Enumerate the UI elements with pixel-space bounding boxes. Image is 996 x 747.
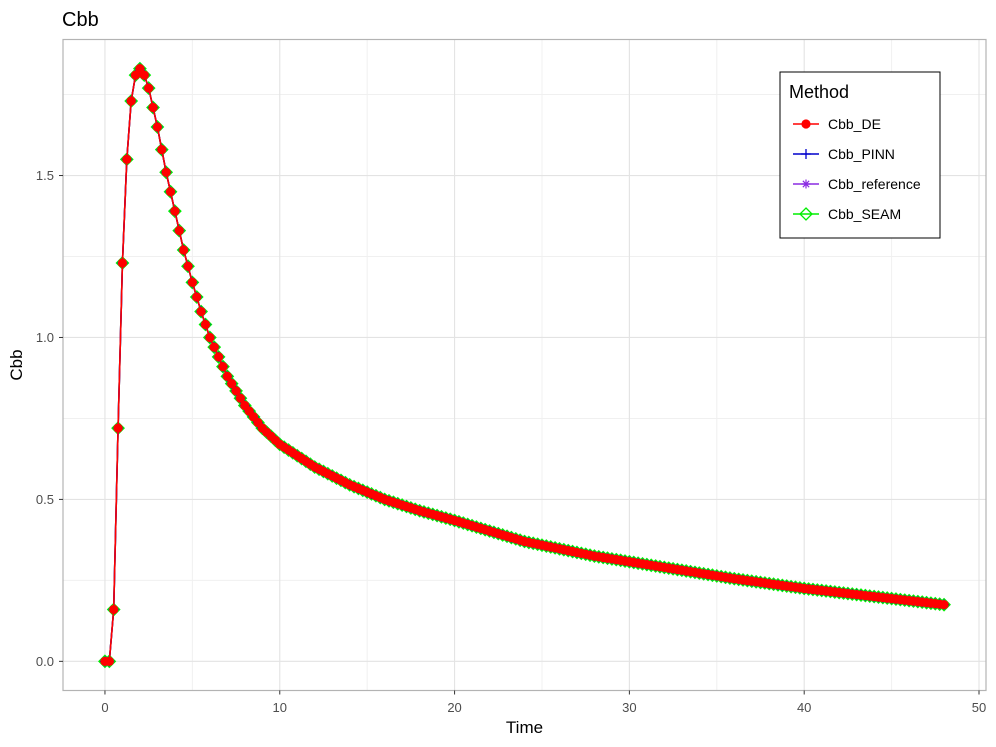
data-point — [183, 261, 193, 271]
data-point — [939, 600, 949, 610]
data-point — [179, 245, 189, 255]
data-point — [152, 122, 162, 132]
chart-title: Cbb — [62, 9, 99, 31]
series-layer — [98, 61, 951, 669]
data-point — [139, 70, 149, 80]
data-point — [104, 656, 114, 666]
legend-item-Cbb_DE: Cbb_DE — [793, 116, 881, 132]
data-point — [235, 393, 246, 403]
plot-border — [62, 38, 987, 692]
y-tick-label: 1.0 — [36, 330, 54, 345]
data-point — [196, 306, 206, 317]
data-point — [227, 379, 237, 389]
x-tick-label: 40 — [797, 700, 811, 715]
data-point — [187, 277, 197, 288]
y-tick-label: 0.0 — [36, 654, 54, 669]
legend-title: Method — [789, 82, 849, 102]
data-point — [148, 102, 158, 113]
x-tick-label: 20 — [447, 700, 461, 715]
data-point — [192, 292, 202, 302]
legend-box — [779, 71, 941, 239]
y-axis-ticks: 0.0 0.5 1.0 1.5 — [36, 168, 63, 669]
legend-label: Cbb_reference — [828, 176, 921, 192]
legend-marker — [801, 179, 811, 189]
data-point — [157, 145, 167, 155]
legend-marker — [801, 149, 811, 159]
data-point — [174, 225, 184, 236]
data-point — [117, 258, 128, 268]
series-markers — [100, 64, 949, 666]
legend-item-Cbb_reference: Cbb_reference — [793, 176, 921, 192]
legend-item-Cbb_SEAM: Cbb_SEAM — [793, 206, 901, 222]
data-point — [165, 187, 176, 197]
data-point — [126, 96, 136, 106]
legend-item-Cbb_PINN: Cbb_PINN — [793, 146, 895, 162]
data-point — [218, 362, 228, 372]
data-point — [205, 332, 215, 343]
x-tick-label: 30 — [622, 700, 636, 715]
data-point — [200, 319, 211, 330]
data-point — [130, 70, 141, 80]
legend-label: Cbb_DE — [828, 116, 881, 132]
data-point — [113, 423, 123, 433]
x-tick-label: 0 — [101, 700, 108, 715]
y-axis-label: Cbb — [7, 349, 26, 380]
data-point — [209, 342, 219, 352]
x-axis-label: Time — [506, 718, 543, 737]
data-point — [222, 371, 232, 381]
data-point — [135, 64, 145, 74]
y-tick-label: 0.5 — [36, 492, 54, 507]
legend: Method Cbb_DE Cbb_PINN Cbb_reference Cbb_SE… — [779, 71, 941, 239]
series-Cbb_DE — [100, 64, 949, 666]
y-tick-label: 1.5 — [36, 168, 54, 183]
data-point — [122, 154, 132, 164]
legend-label: Cbb_PINN — [828, 146, 895, 162]
data-point — [213, 352, 224, 362]
data-point — [109, 604, 119, 615]
x-tick-label: 50 — [972, 700, 986, 715]
data-point — [144, 83, 154, 93]
legend-items: Cbb_DE Cbb_PINN Cbb_reference Cbb_SEAM — [793, 116, 921, 222]
legend-marker — [799, 207, 813, 221]
data-point — [170, 206, 180, 216]
data-point — [161, 167, 171, 177]
legend-label: Cbb_SEAM — [828, 206, 901, 222]
x-axis-ticks: 0 10 20 30 40 50 — [101, 690, 986, 715]
data-point — [231, 386, 241, 396]
legend-marker — [801, 119, 811, 129]
x-tick-label: 10 — [273, 700, 287, 715]
